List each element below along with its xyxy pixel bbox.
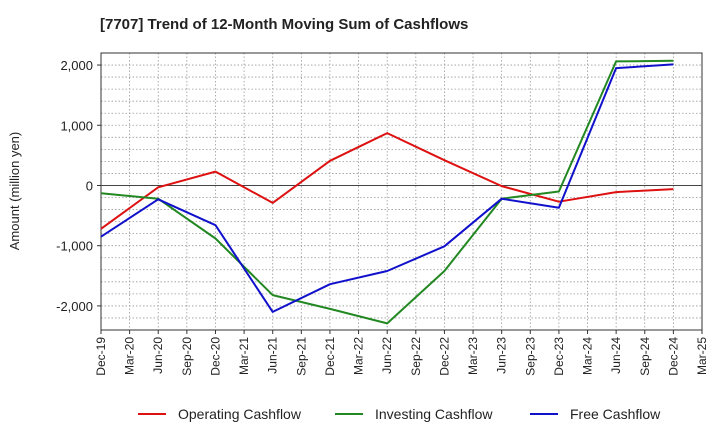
x-tick-label: Mar-20 bbox=[123, 337, 137, 375]
x-tick-label: Sep-23 bbox=[523, 337, 537, 376]
x-tick-label: Jun-24 bbox=[609, 337, 623, 374]
x-tick-label: Mar-23 bbox=[466, 337, 480, 375]
plot-frame bbox=[100, 52, 703, 331]
y-tick-label: -1,000 bbox=[56, 239, 93, 254]
legend: Operating Cashflow Investing Cashflow Free… bbox=[138, 406, 661, 422]
series-line-operating-cashflow bbox=[100, 132, 674, 230]
legend-item: Investing Cashflow bbox=[335, 406, 493, 422]
legend-item: Operating Cashflow bbox=[138, 406, 302, 422]
x-tick-label: Jun-20 bbox=[151, 337, 165, 374]
x-tick-label: Dec-23 bbox=[552, 337, 566, 376]
series-line-free-cashflow bbox=[100, 63, 674, 313]
legend-label: Investing Cashflow bbox=[375, 406, 493, 422]
x-tick-label: Mar-21 bbox=[237, 337, 251, 375]
x-tick-label: Jun-23 bbox=[495, 337, 509, 374]
x-tick-label: Mar-24 bbox=[581, 337, 595, 375]
x-tick-label: Dec-24 bbox=[666, 337, 680, 376]
x-tick-label: Dec-21 bbox=[323, 337, 337, 376]
x-tick-label: Dec-19 bbox=[94, 337, 108, 376]
y-tick-label: 2,000 bbox=[60, 58, 93, 73]
y-tick-label: 1,000 bbox=[60, 118, 93, 133]
x-tick-label: Sep-22 bbox=[409, 337, 423, 376]
grid-lines bbox=[100, 52, 703, 331]
y-axis-label: Amount (million yen) bbox=[7, 132, 22, 251]
x-tick-label: Jun-21 bbox=[266, 337, 280, 374]
y-axis-ticks: 2,000 1,000 0 -1,000 -2,000 bbox=[56, 58, 101, 314]
x-tick-label: Mar-22 bbox=[352, 337, 366, 375]
x-tick-label: Sep-24 bbox=[638, 337, 652, 376]
series-line-investing-cashflow bbox=[100, 59, 674, 325]
legend-label: Operating Cashflow bbox=[178, 406, 302, 422]
chart-title: [7707] Trend of 12-Month Moving Sum of C… bbox=[100, 16, 469, 33]
x-tick-label: Dec-22 bbox=[437, 337, 451, 376]
legend-item: Free Cashflow bbox=[530, 406, 661, 422]
y-tick-label: 0 bbox=[86, 178, 93, 193]
legend-label: Free Cashflow bbox=[570, 406, 661, 422]
x-tick-label: Sep-20 bbox=[180, 337, 194, 376]
series-lines bbox=[100, 59, 674, 325]
x-tick-label: Jun-22 bbox=[380, 337, 394, 374]
y-tick-label: -2,000 bbox=[56, 299, 93, 314]
x-axis-ticks: Dec-19 Mar-20 Jun-20 Sep-20 Dec-20 Mar-21 Jun-… bbox=[94, 330, 709, 376]
x-tick-label: Mar-25 bbox=[695, 337, 709, 375]
x-tick-label: Sep-21 bbox=[294, 337, 308, 376]
x-tick-label: Dec-20 bbox=[208, 337, 222, 376]
